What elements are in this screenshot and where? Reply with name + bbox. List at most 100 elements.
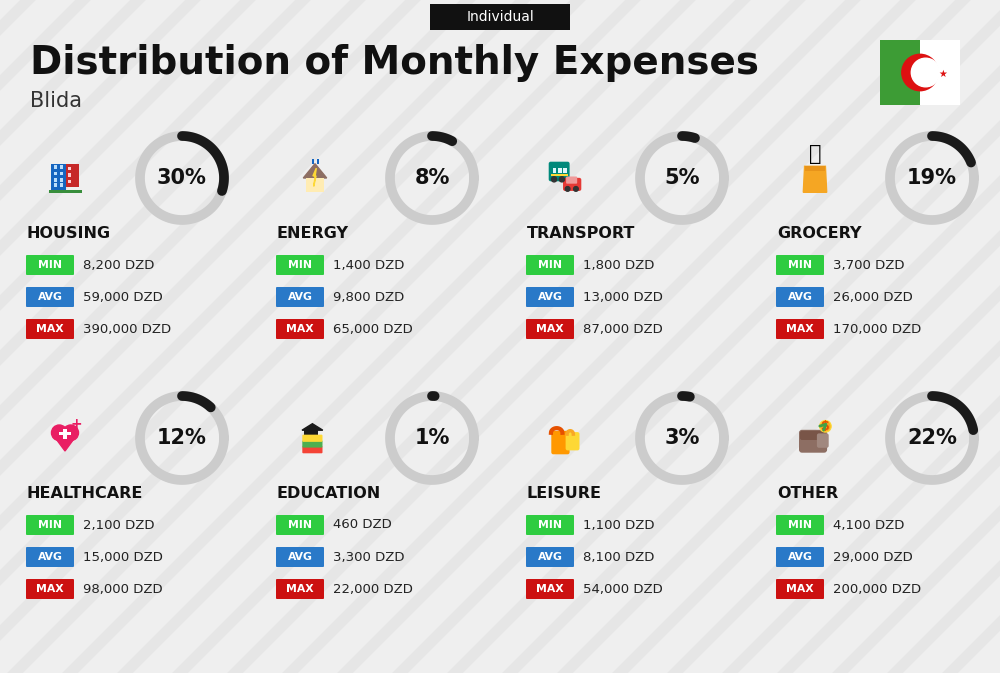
Text: 390,000 DZD: 390,000 DZD	[83, 322, 171, 336]
Text: MIN: MIN	[788, 520, 812, 530]
Polygon shape	[313, 168, 316, 186]
FancyBboxPatch shape	[566, 432, 579, 450]
FancyBboxPatch shape	[304, 430, 318, 435]
FancyBboxPatch shape	[60, 165, 63, 169]
Text: MAX: MAX	[786, 584, 814, 594]
Text: ★: ★	[938, 69, 947, 79]
Text: HOUSING: HOUSING	[27, 225, 111, 240]
Text: 87,000 DZD: 87,000 DZD	[583, 322, 663, 336]
Text: AVG: AVG	[38, 552, 62, 562]
FancyBboxPatch shape	[60, 178, 63, 182]
FancyBboxPatch shape	[800, 431, 826, 440]
FancyBboxPatch shape	[776, 515, 824, 535]
FancyBboxPatch shape	[563, 168, 567, 173]
FancyBboxPatch shape	[54, 165, 57, 169]
Text: MIN: MIN	[288, 520, 312, 530]
FancyBboxPatch shape	[26, 319, 74, 339]
FancyBboxPatch shape	[276, 287, 324, 307]
FancyBboxPatch shape	[302, 440, 322, 448]
FancyBboxPatch shape	[551, 431, 570, 454]
Circle shape	[911, 58, 940, 87]
Text: Distribution of Monthly Expenses: Distribution of Monthly Expenses	[30, 44, 759, 82]
FancyBboxPatch shape	[54, 172, 57, 176]
FancyBboxPatch shape	[26, 547, 74, 567]
Text: 8,200 DZD: 8,200 DZD	[83, 258, 154, 271]
FancyBboxPatch shape	[558, 168, 562, 173]
Text: 9,800 DZD: 9,800 DZD	[333, 291, 404, 304]
Text: 5%: 5%	[664, 168, 700, 188]
Circle shape	[551, 177, 557, 182]
Circle shape	[63, 425, 79, 441]
FancyBboxPatch shape	[880, 40, 920, 105]
Text: 8%: 8%	[414, 168, 450, 188]
FancyBboxPatch shape	[776, 255, 824, 275]
Circle shape	[574, 186, 578, 191]
FancyBboxPatch shape	[312, 159, 314, 164]
FancyBboxPatch shape	[817, 433, 829, 448]
Text: MAX: MAX	[286, 584, 314, 594]
Text: 98,000 DZD: 98,000 DZD	[83, 583, 163, 596]
Text: 22,000 DZD: 22,000 DZD	[333, 583, 413, 596]
FancyBboxPatch shape	[551, 174, 568, 176]
Polygon shape	[302, 424, 323, 430]
FancyBboxPatch shape	[526, 319, 574, 339]
Text: HEALTHCARE: HEALTHCARE	[27, 485, 143, 501]
Text: 22%: 22%	[907, 428, 957, 448]
FancyBboxPatch shape	[526, 547, 574, 567]
FancyBboxPatch shape	[566, 176, 577, 184]
FancyBboxPatch shape	[54, 183, 57, 187]
Text: MIN: MIN	[288, 260, 312, 270]
FancyBboxPatch shape	[60, 183, 63, 187]
FancyBboxPatch shape	[26, 255, 74, 275]
Text: AVG: AVG	[538, 552, 562, 562]
FancyBboxPatch shape	[306, 178, 324, 192]
FancyBboxPatch shape	[430, 4, 570, 30]
Text: 54,000 DZD: 54,000 DZD	[583, 583, 663, 596]
FancyBboxPatch shape	[276, 547, 324, 567]
Text: 3,300 DZD: 3,300 DZD	[333, 551, 404, 563]
FancyBboxPatch shape	[563, 178, 581, 191]
Text: 460 DZD: 460 DZD	[333, 518, 392, 532]
FancyBboxPatch shape	[526, 287, 574, 307]
FancyBboxPatch shape	[526, 255, 574, 275]
Text: MIN: MIN	[538, 260, 562, 270]
Circle shape	[820, 421, 831, 432]
Circle shape	[902, 55, 938, 91]
FancyBboxPatch shape	[276, 255, 324, 275]
Text: 30%: 30%	[157, 168, 207, 188]
FancyBboxPatch shape	[776, 547, 824, 567]
Text: MIN: MIN	[538, 520, 562, 530]
FancyBboxPatch shape	[526, 515, 574, 535]
FancyBboxPatch shape	[302, 435, 322, 442]
FancyBboxPatch shape	[920, 40, 960, 105]
FancyBboxPatch shape	[799, 430, 827, 453]
Text: MIN: MIN	[38, 260, 62, 270]
FancyBboxPatch shape	[26, 515, 74, 535]
FancyBboxPatch shape	[276, 319, 324, 339]
FancyBboxPatch shape	[302, 446, 322, 454]
Text: Blida: Blida	[30, 91, 82, 111]
Text: AVG: AVG	[788, 552, 812, 562]
Text: AVG: AVG	[538, 292, 562, 302]
Text: AVG: AVG	[38, 292, 62, 302]
Text: 15,000 DZD: 15,000 DZD	[83, 551, 163, 563]
Text: 59,000 DZD: 59,000 DZD	[83, 291, 163, 304]
Text: 29,000 DZD: 29,000 DZD	[833, 551, 913, 563]
FancyBboxPatch shape	[553, 168, 556, 173]
FancyBboxPatch shape	[26, 579, 74, 599]
FancyBboxPatch shape	[317, 159, 319, 164]
Text: AVG: AVG	[288, 292, 312, 302]
FancyBboxPatch shape	[66, 164, 79, 187]
Text: 1%: 1%	[414, 428, 450, 448]
FancyBboxPatch shape	[60, 172, 63, 176]
FancyBboxPatch shape	[805, 166, 825, 171]
Text: 65,000 DZD: 65,000 DZD	[333, 322, 413, 336]
Text: MIN: MIN	[788, 260, 812, 270]
FancyBboxPatch shape	[63, 429, 67, 439]
FancyBboxPatch shape	[776, 319, 824, 339]
Text: MAX: MAX	[36, 324, 64, 334]
Text: Individual: Individual	[466, 10, 534, 24]
Text: AVG: AVG	[288, 552, 312, 562]
Text: 19%: 19%	[907, 168, 957, 188]
Text: 3%: 3%	[664, 428, 700, 448]
